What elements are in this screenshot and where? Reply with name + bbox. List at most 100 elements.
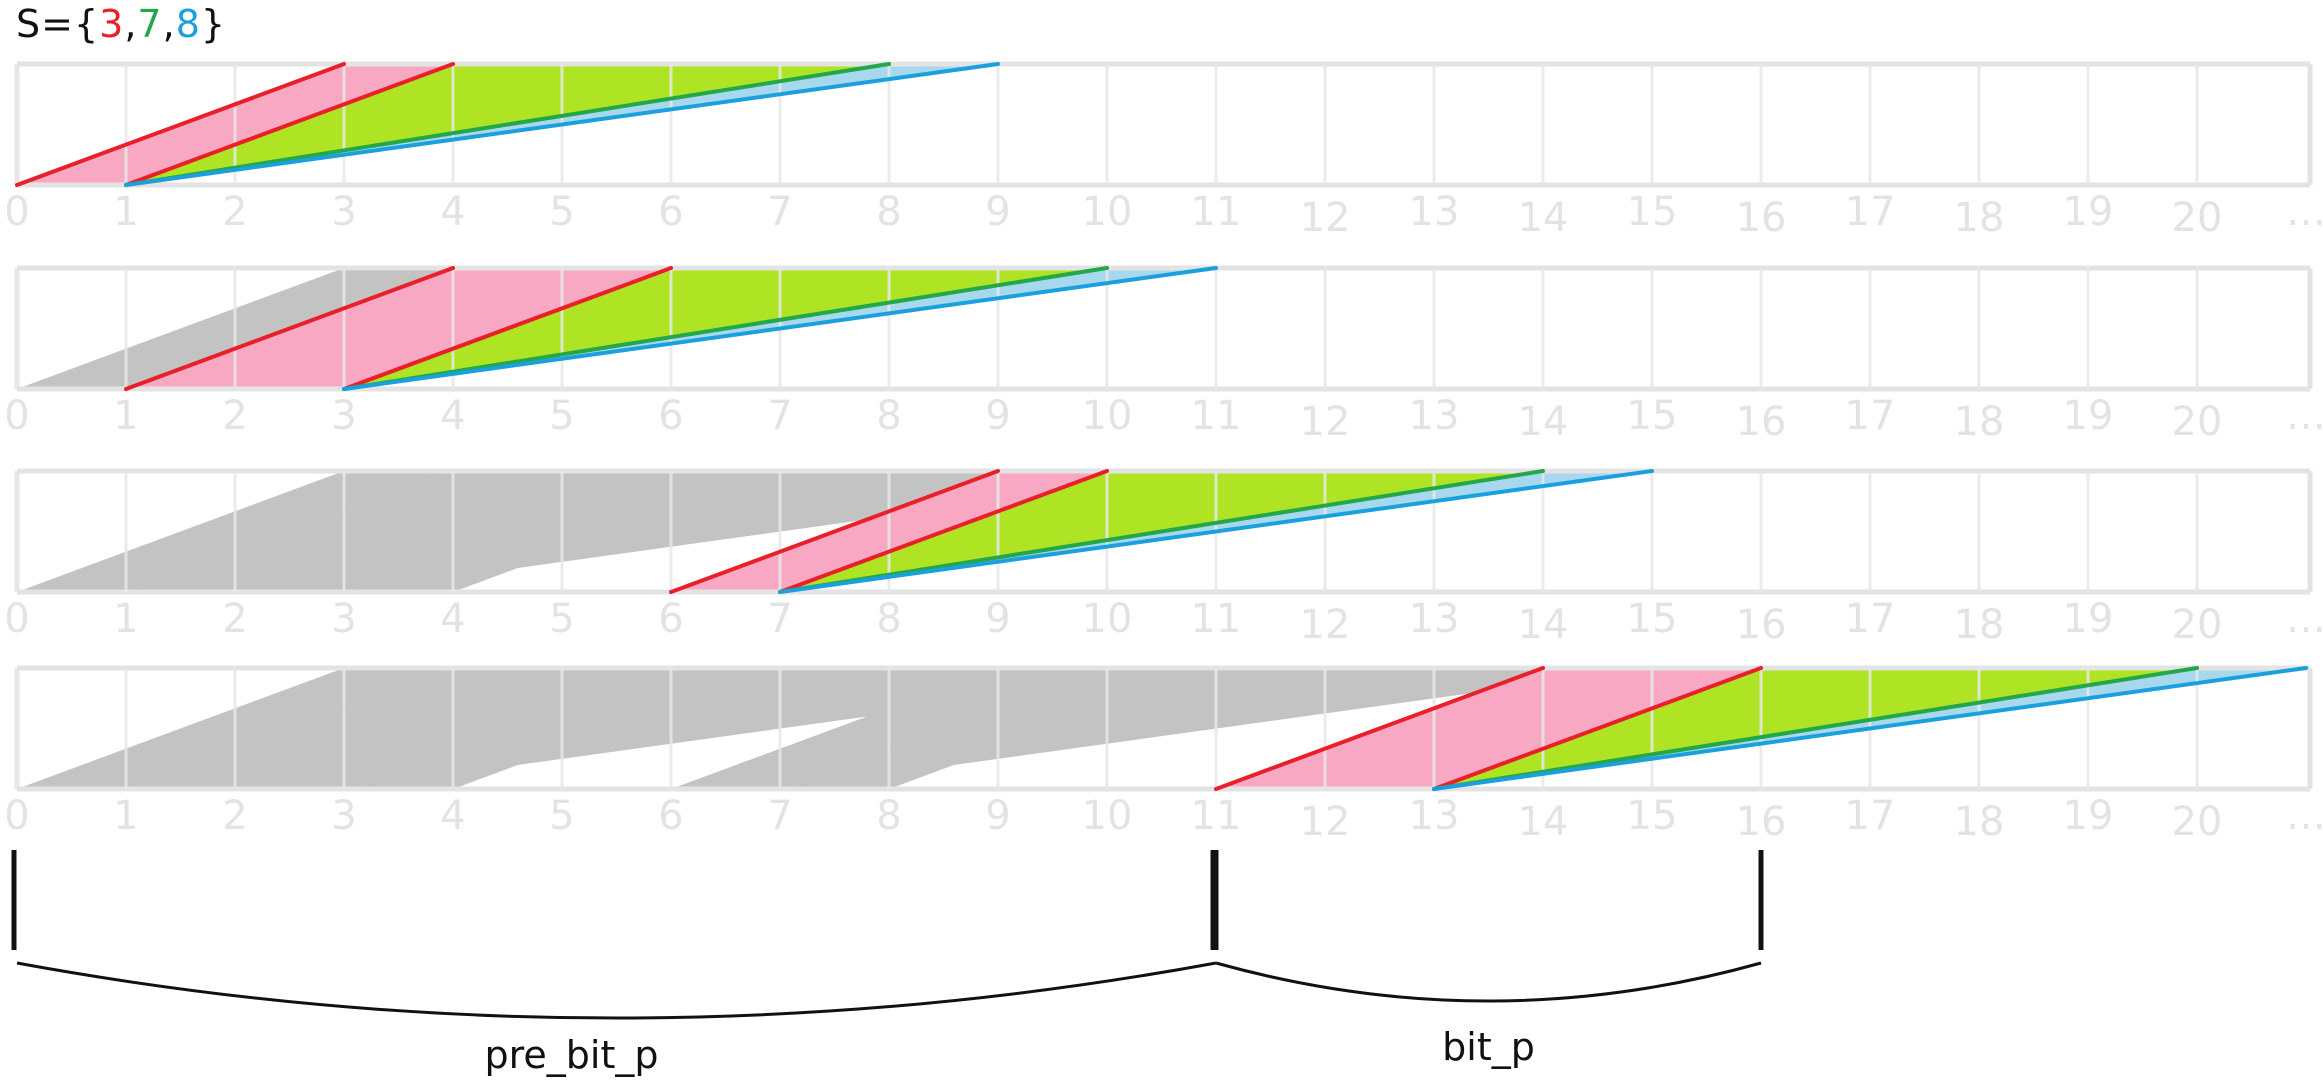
axis-tick-label: 11 <box>1191 596 1242 642</box>
axis-tick-label: 5 <box>549 189 574 235</box>
axis-tick-label: 15 <box>1627 189 1678 235</box>
axis-tick-label: 13 <box>1409 793 1460 839</box>
set-separator: , <box>162 2 176 46</box>
gray-shift-wedge <box>126 471 671 592</box>
axis-tick-label: 10 <box>1082 596 1133 642</box>
axis-tick-label: 12 <box>1300 399 1351 445</box>
pink-shift-wedge <box>126 268 671 389</box>
axis-tick-label: 17 <box>1845 793 1896 839</box>
axis-tick-label: 4 <box>440 596 465 642</box>
axis-tick-label: 1 <box>113 596 138 642</box>
red-shift-edge <box>669 469 1000 594</box>
axis-tick-label: 14 <box>1518 799 1569 845</box>
green-shift-edge <box>124 62 891 187</box>
axis-tick-label: 1 <box>113 189 138 235</box>
gray-shift-wedge <box>126 668 671 789</box>
axis-tick-label: 1 <box>113 393 138 439</box>
axis-tick-label: 16 <box>1736 195 1787 241</box>
axis-tick-label: 10 <box>1082 793 1133 839</box>
red-shift-edge <box>15 62 346 187</box>
axis-tick-label: 7 <box>767 189 792 235</box>
axis-tick-label: 9 <box>985 189 1010 235</box>
axis-tick-label: 13 <box>1409 393 1460 439</box>
axis-tick-label: 16 <box>1736 602 1787 648</box>
axis-tick-label: 0 <box>4 596 29 642</box>
axis-tick-label: 0 <box>4 393 29 439</box>
blue-shift-edge <box>778 469 1654 594</box>
axis-tick-label: 8 <box>876 393 901 439</box>
axis-tick-label: … <box>2286 189 2323 235</box>
axis-tick-label: 6 <box>658 189 683 235</box>
axis-tick-label: 15 <box>1627 793 1678 839</box>
axis-tick-label: 8 <box>876 793 901 839</box>
axis-tick-label: 17 <box>1845 596 1896 642</box>
brace-label: bit_p <box>1442 1025 1535 1069</box>
axis-tick-label: 7 <box>767 596 792 642</box>
axis-tick-label: 19 <box>2063 393 2114 439</box>
axis-tick-label: 0 <box>4 793 29 839</box>
axis-tick-label: 3 <box>331 189 356 235</box>
axis-tick-label: 13 <box>1409 189 1460 235</box>
axis-tick-label: 20 <box>2172 399 2223 445</box>
axis-tick-label: 4 <box>440 189 465 235</box>
blue-shift-edge <box>124 62 1000 187</box>
axis-tick-label: 6 <box>658 393 683 439</box>
axis-tick-label: 14 <box>1518 602 1569 648</box>
axis-tick-label: 3 <box>331 393 356 439</box>
axis-tick-label: 5 <box>549 793 574 839</box>
axis-tick-label: 2 <box>222 393 247 439</box>
axis-tick-label: 11 <box>1191 393 1242 439</box>
axis-tick-label: 12 <box>1300 602 1351 648</box>
brace-label: pre_bit_p <box>485 1033 659 1077</box>
green-shift-edge <box>342 266 1109 391</box>
axis-tick-label: 19 <box>2063 793 2114 839</box>
axis-tick-label: 18 <box>1954 799 2005 845</box>
axis-tick-label: … <box>2286 596 2323 642</box>
axis-tick-label: 6 <box>658 596 683 642</box>
axis-tick-label: 9 <box>985 793 1010 839</box>
green-shift-edge <box>778 469 1545 594</box>
curly-brace <box>1215 961 1762 1003</box>
set-element-8: 8 <box>175 2 201 46</box>
red-shift-edge <box>342 266 673 391</box>
axis-tick-label: 14 <box>1518 195 1569 241</box>
axis-tick-label: 5 <box>549 393 574 439</box>
set-prefix: S={ <box>16 2 100 46</box>
axis-tick-label: 5 <box>549 596 574 642</box>
axis-tick-label: 9 <box>985 596 1010 642</box>
axis-tick-label: 20 <box>2172 195 2223 241</box>
axis-tick-label: 8 <box>876 189 901 235</box>
axis-tick-label: 10 <box>1082 393 1133 439</box>
axis-tick-label: 4 <box>440 793 465 839</box>
axis-tick-label: 12 <box>1300 195 1351 241</box>
red-shift-edge <box>124 62 455 187</box>
axis-tick-label: 7 <box>767 793 792 839</box>
set-element-3: 3 <box>99 2 125 46</box>
axis-tick-label: 1 <box>113 793 138 839</box>
axis-tick-label: 19 <box>2063 596 2114 642</box>
axis-tick-label: 2 <box>222 793 247 839</box>
axis-tick-label: 0 <box>4 189 29 235</box>
axis-tick-label: 18 <box>1954 602 2005 648</box>
green-shift-edge <box>1432 666 2199 791</box>
axis-tick-label: 20 <box>2172 799 2223 845</box>
axis-tick-label: 9 <box>985 393 1010 439</box>
axis-tick-label: 11 <box>1191 189 1242 235</box>
axis-tick-label: 20 <box>2172 602 2223 648</box>
blue-shift-edge <box>1432 666 2308 791</box>
set-separator: , <box>124 2 138 46</box>
set-element-7: 7 <box>137 2 163 46</box>
axis-tick-label: 3 <box>331 596 356 642</box>
axis-tick-label: 2 <box>222 189 247 235</box>
red-shift-edge <box>1214 666 1545 791</box>
axis-tick-label: 16 <box>1736 399 1787 445</box>
axis-tick-label: 3 <box>331 793 356 839</box>
red-shift-edge <box>1432 666 1763 791</box>
axis-tick-label: 2 <box>222 596 247 642</box>
red-shift-edge <box>124 266 455 391</box>
axis-tick-label: 11 <box>1191 793 1242 839</box>
axis-tick-label: 19 <box>2063 189 2114 235</box>
axis-tick-label: 10 <box>1082 189 1133 235</box>
axis-tick-label: 17 <box>1845 189 1896 235</box>
